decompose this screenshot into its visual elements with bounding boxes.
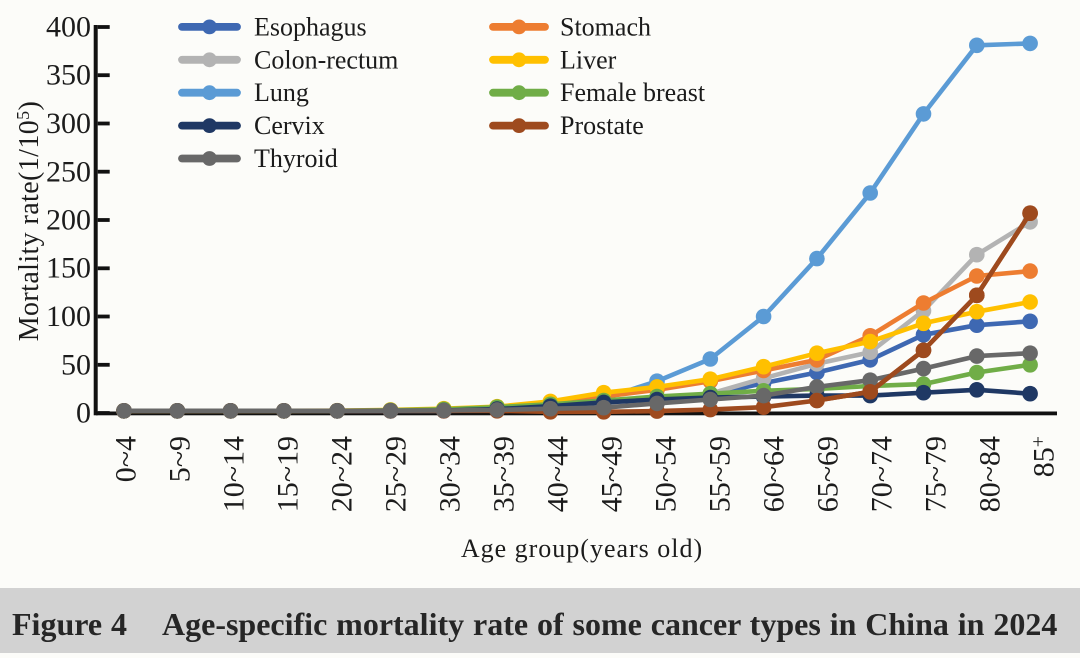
svg-text:Prostate: Prostate bbox=[560, 111, 644, 140]
svg-text:Cervix: Cervix bbox=[254, 111, 325, 140]
svg-text:30~34: 30~34 bbox=[434, 436, 467, 512]
svg-text:Age group(years old): Age group(years old) bbox=[461, 534, 703, 563]
svg-text:350: 350 bbox=[46, 59, 91, 92]
svg-text:100: 100 bbox=[46, 300, 91, 333]
svg-text:10~14: 10~14 bbox=[218, 436, 251, 512]
svg-text:50~54: 50~54 bbox=[650, 436, 683, 512]
svg-text:15~19: 15~19 bbox=[272, 436, 305, 512]
svg-text:Figure 4: Figure 4 bbox=[12, 606, 127, 642]
svg-text:400: 400 bbox=[46, 11, 91, 44]
svg-text:40~44: 40~44 bbox=[542, 436, 575, 512]
svg-text:55~59: 55~59 bbox=[704, 436, 737, 512]
svg-text:50: 50 bbox=[61, 348, 91, 381]
svg-text:Esophagus: Esophagus bbox=[254, 12, 367, 41]
svg-text:Thyroid: Thyroid bbox=[254, 144, 338, 173]
svg-text:0: 0 bbox=[76, 397, 91, 430]
svg-text:Mortality rate(1/105): Mortality rate(1/105) bbox=[13, 101, 45, 342]
svg-text:150: 150 bbox=[46, 252, 91, 285]
svg-text:Lung: Lung bbox=[254, 78, 309, 107]
svg-text:5~9: 5~9 bbox=[164, 436, 197, 482]
svg-text:35~39: 35~39 bbox=[488, 436, 521, 512]
svg-text:300: 300 bbox=[46, 107, 91, 140]
svg-text:80~84: 80~84 bbox=[974, 436, 1007, 512]
svg-text:70~74: 70~74 bbox=[866, 436, 899, 512]
svg-text:Stomach: Stomach bbox=[560, 12, 651, 41]
svg-text:0~4: 0~4 bbox=[110, 436, 143, 482]
svg-text:25~29: 25~29 bbox=[380, 436, 413, 512]
svg-text:Colon-rectum: Colon-rectum bbox=[254, 45, 398, 74]
svg-text:60~64: 60~64 bbox=[758, 436, 791, 512]
svg-text:45~49: 45~49 bbox=[596, 436, 629, 512]
svg-text:250: 250 bbox=[46, 155, 91, 188]
svg-text:75~79: 75~79 bbox=[920, 436, 953, 512]
svg-text:Liver: Liver bbox=[560, 45, 617, 74]
svg-text:Female breast: Female breast bbox=[560, 78, 706, 107]
svg-text:Age-specific mortality rate of: Age-specific mortality rate of some canc… bbox=[162, 606, 1057, 642]
svg-text:20~24: 20~24 bbox=[326, 436, 359, 512]
svg-text:200: 200 bbox=[46, 204, 91, 237]
svg-text:65~69: 65~69 bbox=[812, 436, 845, 512]
